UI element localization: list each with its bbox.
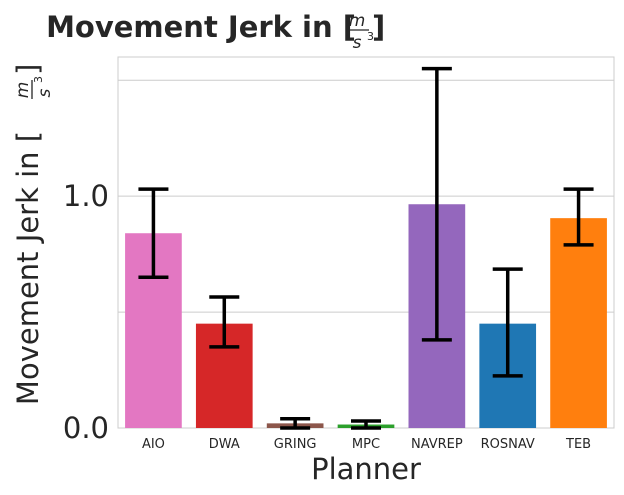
y-tick-label: 0.0	[63, 411, 109, 445]
chart-title: Movement Jerk in [	[46, 10, 356, 44]
svg-text:m: m	[349, 11, 366, 31]
plot-frame	[117, 56, 615, 429]
x-tick-label: NAVREP	[411, 437, 463, 452]
svg-text:]: ]	[11, 64, 45, 75]
x-tick-label: TEB	[565, 437, 591, 452]
svg-text:Movement Jerk in [: Movement Jerk in [	[11, 131, 45, 405]
x-tick-label: ROSNAV	[481, 437, 535, 452]
chart-title-unit: m s 3 ]	[348, 10, 385, 53]
plot-area: 0.0 1.0 AIO DWA GRING MPC NAVREP ROSNAV TEB	[63, 56, 615, 452]
svg-text:m: m	[13, 82, 33, 99]
y-tick-label: 1.0	[63, 179, 109, 213]
svg-text:s: s	[353, 33, 362, 53]
svg-text:3: 3	[367, 30, 374, 43]
bar-teb	[550, 218, 607, 428]
x-axis-label: Planner	[311, 452, 421, 486]
svg-text:3: 3	[32, 76, 45, 83]
x-tick-label: DWA	[209, 437, 240, 452]
x-tick-label: MPC	[352, 437, 380, 452]
x-tick-label: AIO	[142, 437, 165, 452]
svg-text:s: s	[35, 88, 55, 97]
y-axis-label: Movement Jerk in [ m s 3 ]	[11, 64, 55, 405]
svg-text:]: ]	[372, 10, 385, 44]
x-tick-label: GRING	[274, 437, 317, 452]
